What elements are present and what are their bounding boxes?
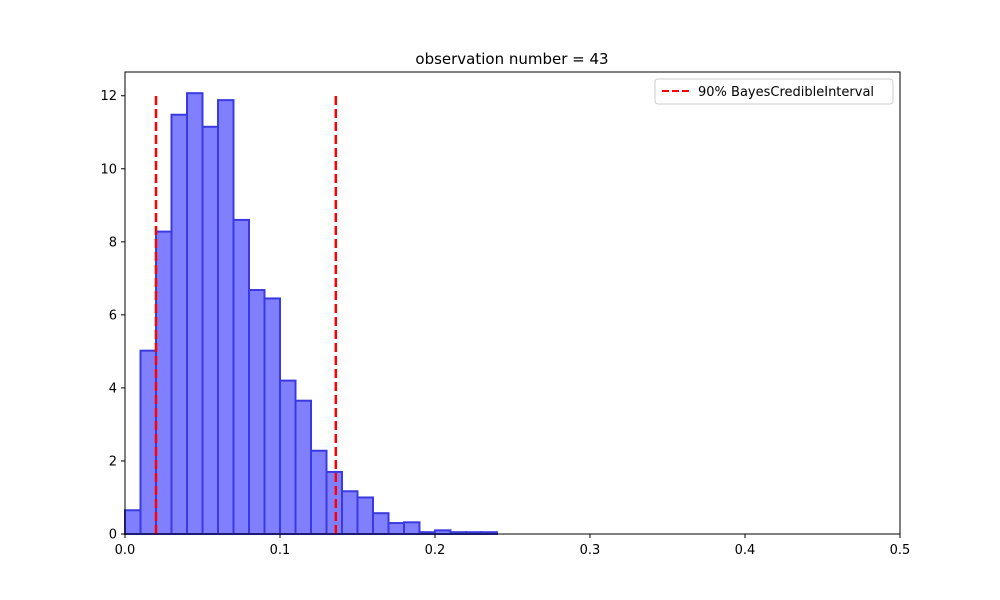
y-tick-label: 2 bbox=[109, 454, 117, 469]
histogram-bar bbox=[341, 490, 359, 535]
histogram-bar bbox=[248, 289, 266, 535]
histogram-bar bbox=[294, 399, 312, 535]
y-tick-label: 12 bbox=[100, 89, 117, 104]
histogram-bar bbox=[186, 92, 204, 535]
y-tick-label: 0 bbox=[109, 528, 117, 543]
legend-label: 90% BayesCredibleInterval bbox=[698, 85, 874, 100]
plot-frame bbox=[124, 71, 901, 535]
x-tick-label: 0.3 bbox=[580, 543, 601, 558]
histogram-bar bbox=[232, 218, 250, 535]
histogram-bar bbox=[279, 379, 297, 536]
x-tick-label: 0.5 bbox=[890, 543, 911, 558]
x-tick-label: 0.4 bbox=[735, 543, 756, 558]
legend-box bbox=[654, 78, 894, 105]
histogram-bar bbox=[124, 509, 142, 535]
y-tick-label: 4 bbox=[109, 381, 117, 396]
histogram-bar bbox=[434, 529, 452, 536]
histogram-bar bbox=[372, 512, 390, 536]
x-axis-ticks: 0.0 0.1 0.2 0.3 0.4 0.5 bbox=[115, 534, 911, 558]
x-tick-label: 0.2 bbox=[425, 543, 446, 558]
y-axis-ticks: 0 2 4 6 8 10 12 bbox=[100, 89, 125, 543]
y-tick-label: 6 bbox=[109, 308, 117, 323]
histogram-bar bbox=[139, 349, 157, 535]
histogram-bars bbox=[124, 92, 498, 536]
y-tick-label: 10 bbox=[100, 162, 117, 177]
histogram-bar bbox=[325, 470, 343, 536]
histogram-bar bbox=[387, 522, 405, 535]
chart-title: observation number = 43 bbox=[415, 50, 608, 68]
histogram-bar bbox=[170, 113, 188, 535]
legend: 90% BayesCredibleInterval bbox=[654, 78, 894, 105]
histogram-bar bbox=[403, 521, 421, 536]
histogram-bar bbox=[263, 297, 281, 535]
histogram-bar bbox=[201, 125, 219, 535]
x-tick-label: 0.1 bbox=[270, 543, 291, 558]
credible-interval-lines bbox=[154, 95, 338, 534]
histogram-bar bbox=[217, 99, 235, 536]
x-tick-label: 0.0 bbox=[115, 543, 136, 558]
histogram-bar bbox=[356, 496, 374, 536]
histogram-bar bbox=[155, 230, 173, 535]
y-tick-label: 8 bbox=[109, 235, 117, 250]
histogram-bar bbox=[310, 449, 328, 535]
